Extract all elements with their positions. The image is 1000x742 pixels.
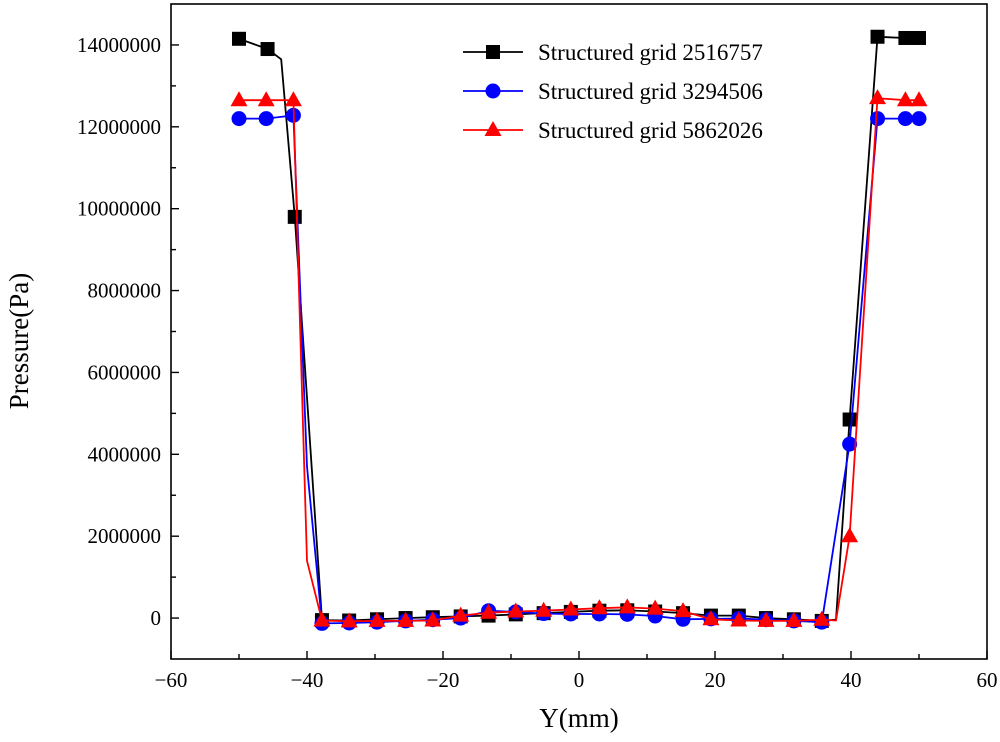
legend-marker [486,45,500,59]
x-tick-label: 20 [705,668,726,692]
data-point [842,436,858,452]
series-triangle [230,89,928,628]
data-point [340,612,358,628]
data-point [258,111,274,127]
data-point [910,91,928,107]
data-point [232,31,246,46]
data-point [898,30,913,45]
legend-marker [485,83,501,99]
x-tick-label: 0 [574,668,585,692]
y-axis-title: Pressure(Pa) [4,273,34,409]
legend-item: Structured grid 5862026 [463,118,763,143]
data-point [911,111,927,127]
data-point [618,598,636,614]
x-tick-label: −60 [155,668,188,692]
legend-marker [484,121,502,136]
x-tick-label: −20 [427,668,460,692]
data-point [231,111,247,127]
data-point [535,601,553,617]
data-point [869,89,887,105]
data-point [813,610,831,626]
y-tick-label: 14000000 [77,33,161,57]
data-point [424,611,442,627]
legend-label: Structured grid 2516757 [538,40,763,65]
series-line [239,97,919,623]
data-point [368,611,386,627]
y-tick-label: 6000000 [88,360,162,384]
data-point [287,209,302,224]
x-tick-label: −40 [291,668,324,692]
y-tick-label: 10000000 [77,197,161,221]
data-point [870,111,886,127]
data-point [785,611,803,627]
series-line [239,114,919,625]
legend-label: Structured grid 3294506 [538,79,763,104]
data-point [230,91,248,107]
y-tick-label: 12000000 [77,115,161,139]
series-layer [230,29,928,631]
data-point [730,611,748,627]
data-point [897,111,913,127]
data-point [841,527,859,543]
data-point [702,610,720,626]
data-point [452,606,470,622]
legend-label: Structured grid 5862026 [538,118,763,143]
data-point [257,91,275,107]
y-tick-label: 4000000 [88,442,162,466]
x-axis-title: Y(mm) [539,703,618,733]
x-tick-label: 60 [977,668,998,692]
data-point [896,91,914,107]
data-point [590,599,608,615]
data-point [284,91,302,107]
y-tick-label: 2000000 [88,524,162,548]
data-point [313,611,331,627]
data-point [260,42,275,57]
y-tick-label: 0 [151,606,162,630]
legend-item: Structured grid 2516757 [463,40,763,65]
data-point [562,600,580,616]
data-point [870,29,885,44]
data-point [507,602,525,618]
x-tick-label: 40 [841,668,862,692]
data-point [912,30,926,45]
legend-item: Structured grid 3294506 [463,79,763,104]
data-point [480,603,498,619]
y-tick-label: 8000000 [88,279,162,303]
data-point [646,599,664,615]
data-point [397,611,415,627]
data-point [757,611,775,627]
data-point [674,602,692,618]
data-point [842,412,857,427]
legend: Structured grid 2516757 Structured grid 3… [463,40,763,143]
axis-layer: −60 −40 −20 0 20 40 60 0 2000000 4000000 6000000 80… [77,33,998,692]
series-circle [231,107,927,631]
